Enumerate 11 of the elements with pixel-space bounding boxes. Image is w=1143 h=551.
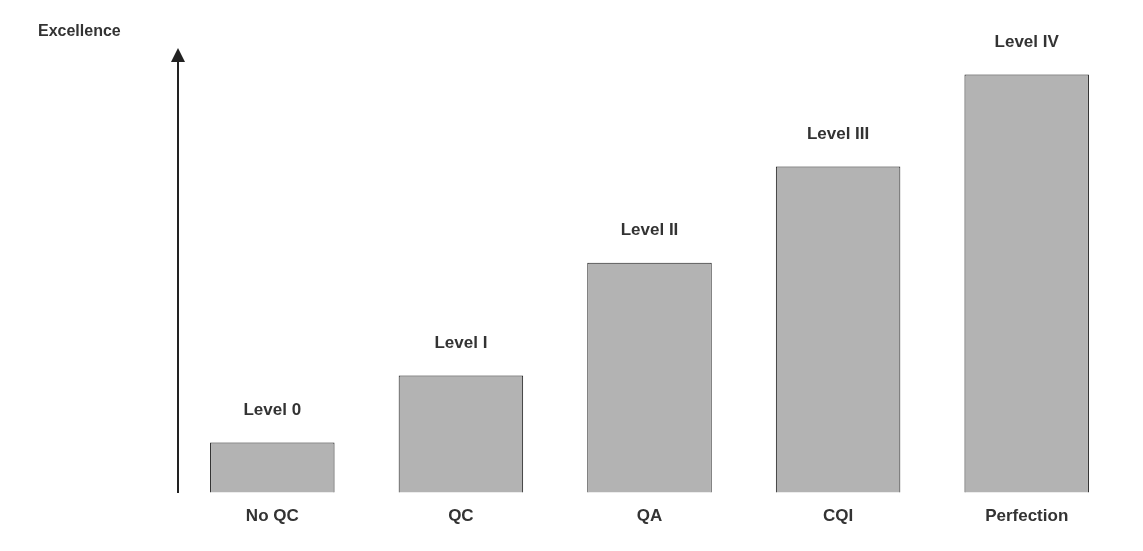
annotation: Level II xyxy=(620,219,679,239)
annotation: Level IV xyxy=(994,31,1060,51)
annotation: Level 0 xyxy=(243,399,302,419)
x-tick-label: Perfection xyxy=(985,506,1069,526)
x-tick-label: CQI xyxy=(822,506,854,526)
y-axis-title: Excellence xyxy=(38,22,121,40)
annotation: Level III xyxy=(806,123,870,143)
x-tick-label: QC xyxy=(448,506,474,526)
x-tick-label: No QC xyxy=(245,506,299,526)
annotation: Level I xyxy=(434,332,488,352)
x-tick-label: QA xyxy=(636,506,663,526)
